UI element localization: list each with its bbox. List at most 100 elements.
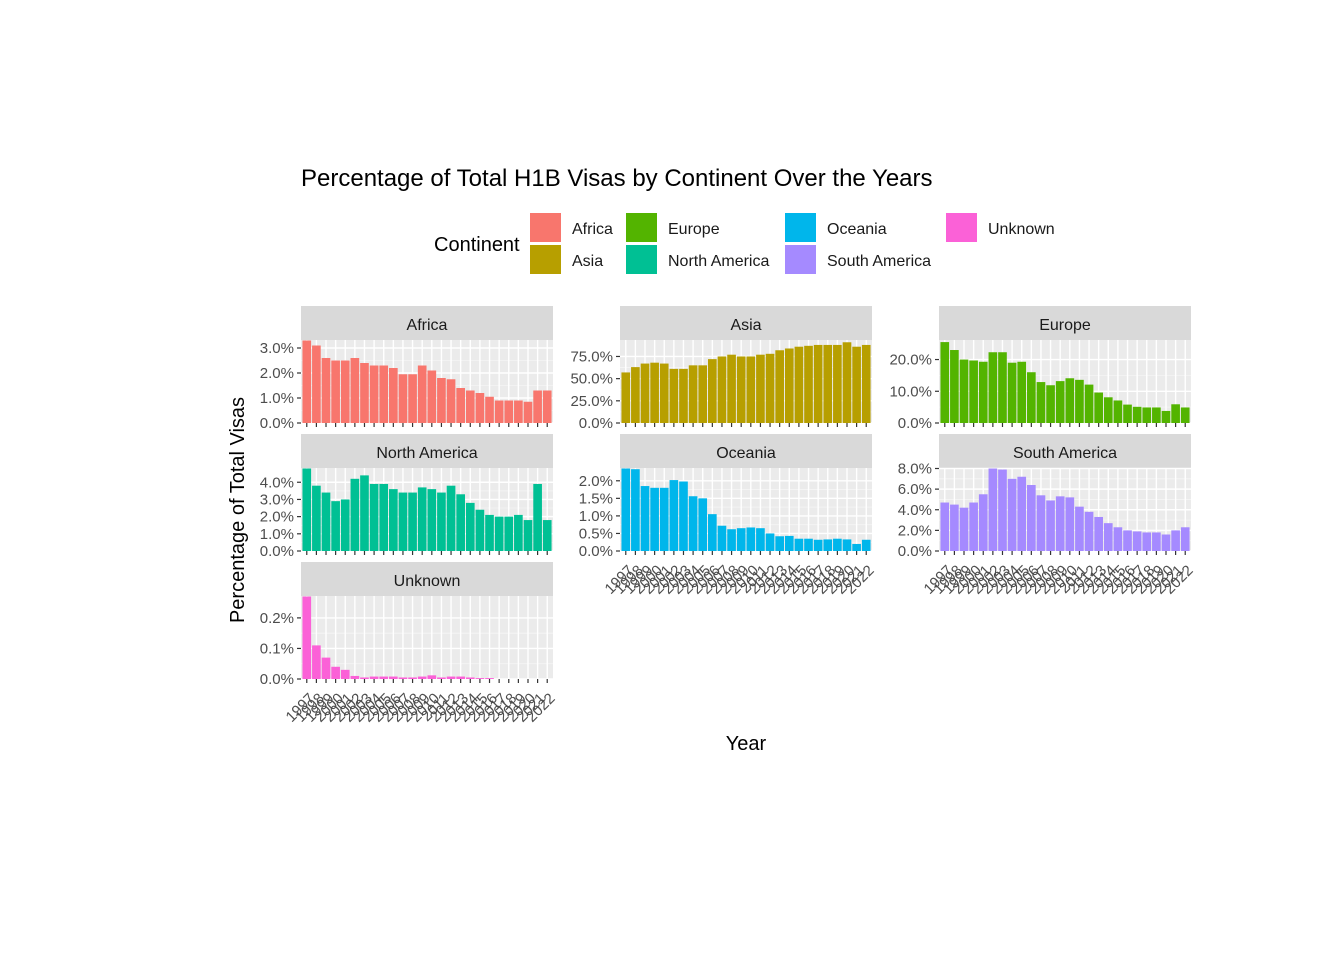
bar [1065,497,1075,551]
bar [784,348,794,423]
bar [1017,476,1027,551]
y-tick-label: 0.0% [260,543,294,560]
legend-key [785,245,816,274]
bar [1171,404,1180,423]
y-tick-label: 10.0% [889,383,932,400]
bar [1142,407,1152,423]
bar [1113,527,1123,551]
bar [408,677,417,679]
bar [852,543,861,551]
legend-label: Europe [668,221,720,238]
bar [659,363,669,423]
bar [1161,534,1171,551]
bar [417,365,427,423]
bar [669,368,679,423]
bar [1046,500,1055,551]
bar [379,365,389,423]
bar [736,528,746,551]
bar [1027,485,1036,551]
legend-label: Asia [572,253,603,270]
facet-north-america: North America 0.0%1.0%2.0%3.0%4.0% [260,434,553,560]
bar [804,538,813,551]
bar [331,360,340,423]
legend-label: South America [827,253,931,270]
y-tick-label: 0.0% [260,671,294,688]
bar [1055,381,1065,423]
bar [950,504,959,551]
bar [669,480,679,551]
facet-strip-label: Oceania [716,445,776,462]
bar [312,645,321,679]
facet-asia: Asia 0.0% 25.0% 50.0% 75.0% [570,306,872,432]
bar [312,345,321,423]
bar [446,485,456,551]
bar [331,666,340,679]
bar [514,400,523,423]
bar [842,539,852,551]
bar [959,507,969,551]
bar [514,514,523,551]
bar [369,483,379,551]
facet-strip [301,562,553,596]
y-tick-label: 0.0% [898,415,932,432]
legend-title: Continent [434,234,520,256]
bar [1094,516,1103,551]
bar [456,676,465,679]
facet-strip-label: Europe [1039,317,1091,334]
bar [833,538,842,551]
y-tick-label: 4.0% [260,474,294,491]
y-tick-label: 0.5% [579,525,613,542]
bar [456,494,465,551]
bar [494,400,504,423]
facet-strip [301,434,553,468]
facet-strip [301,306,553,340]
legend-key [946,213,977,242]
y-tick-label: 0.0% [579,543,613,560]
facet-europe: Europe 0.0% 10.0% 20.0% [889,306,1191,432]
bar [504,400,514,423]
bar [389,368,398,423]
bar [321,492,331,551]
legend-label: Unknown [988,221,1055,238]
bar [1036,382,1046,423]
bar [813,344,823,423]
bar [842,342,852,423]
bar [861,539,871,551]
bar [427,675,437,679]
bar [465,502,475,551]
bar [1007,362,1017,423]
bar [321,358,331,423]
bar [408,492,417,551]
bar [360,363,369,423]
bar [756,354,765,423]
bar [765,353,775,423]
bar [485,678,494,679]
y-tick-label: 1.0% [260,390,294,407]
legend-entry: South America [785,245,931,274]
bar [823,344,833,423]
bar [369,676,379,679]
bar [823,539,833,551]
y-tick-label: 2.0% [260,509,294,526]
y-tick-label: 0.1% [260,640,294,657]
bar [1123,530,1132,551]
bar [523,401,533,423]
bar [340,360,350,423]
bar [717,525,727,551]
bar [1171,530,1180,551]
bar [756,528,765,551]
y-tick-label: 2.0% [260,365,294,382]
bar [398,677,408,679]
legend-entry: Unknown [946,213,1055,242]
bar [688,365,698,423]
y-tick-label: 1.0% [260,526,294,543]
facet-strip [620,306,872,340]
bar [1113,400,1123,423]
bar [475,393,485,423]
bar [833,344,842,423]
bar [775,536,784,551]
bar [650,487,659,551]
bar [631,367,640,423]
bar [679,368,688,423]
bar [360,677,369,679]
